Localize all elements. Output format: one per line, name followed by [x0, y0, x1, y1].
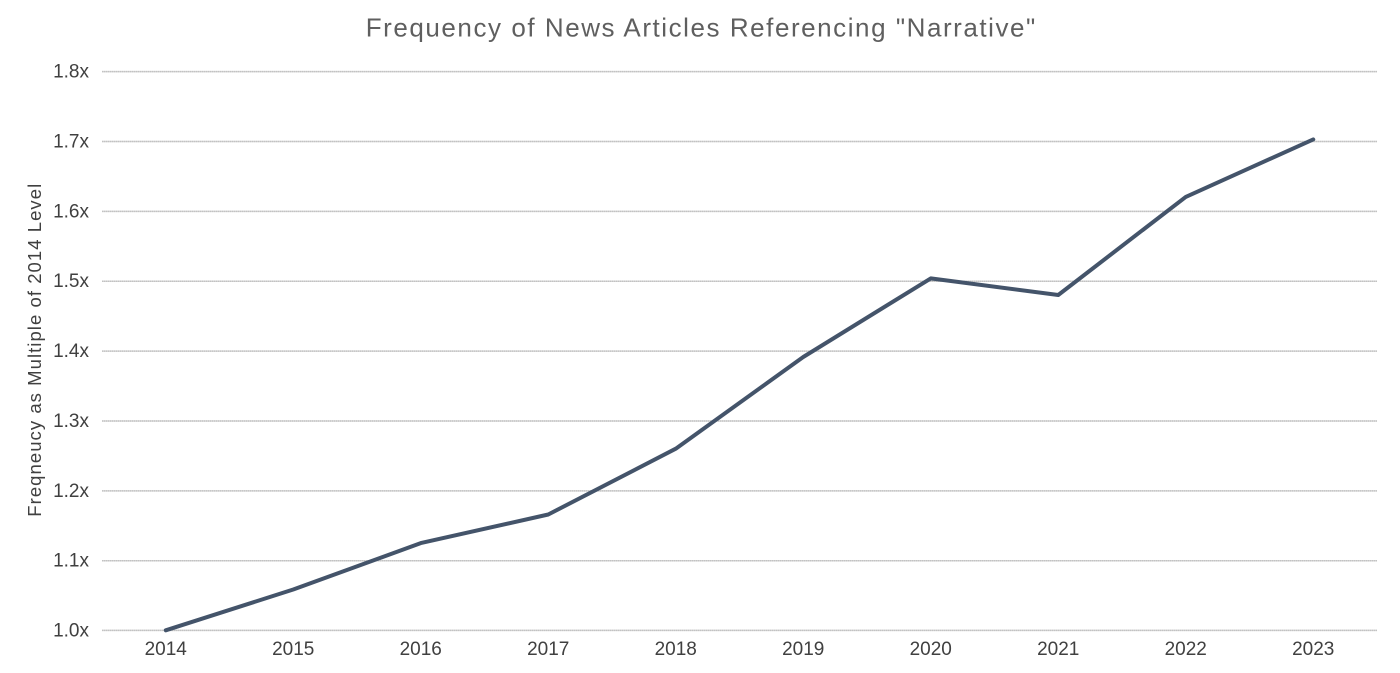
svg-text:1.7x: 1.7x: [53, 131, 89, 152]
svg-text:1.0x: 1.0x: [53, 621, 89, 642]
svg-text:2022: 2022: [1165, 639, 1207, 660]
svg-text:2018: 2018: [655, 639, 697, 660]
svg-text:Freqneucy as Multiple of 2014: Freqneucy as Multiple of 2014 Level: [24, 183, 45, 517]
svg-text:2015: 2015: [272, 639, 314, 660]
svg-text:2023: 2023: [1292, 639, 1334, 660]
svg-text:2021: 2021: [1037, 639, 1079, 660]
svg-text:1.5x: 1.5x: [53, 271, 89, 292]
svg-text:2016: 2016: [400, 639, 442, 660]
svg-text:2019: 2019: [782, 639, 824, 660]
svg-text:1.6x: 1.6x: [53, 201, 89, 222]
svg-text:1.1x: 1.1x: [53, 551, 89, 572]
svg-text:2017: 2017: [527, 639, 569, 660]
svg-text:1.2x: 1.2x: [53, 481, 89, 502]
svg-text:1.8x: 1.8x: [53, 62, 89, 83]
svg-text:2020: 2020: [910, 639, 952, 660]
svg-text:1.4x: 1.4x: [53, 341, 89, 362]
svg-text:Frequency of News Articles Ref: Frequency of News Articles Referencing "…: [366, 13, 1037, 43]
svg-text:2014: 2014: [145, 639, 188, 660]
svg-text:1.3x: 1.3x: [53, 411, 89, 432]
